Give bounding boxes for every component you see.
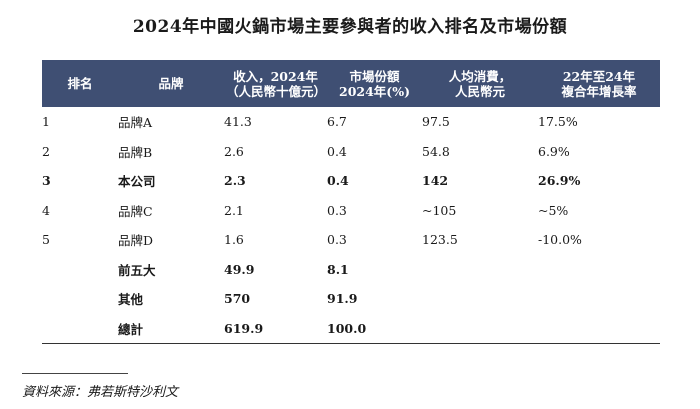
- cell-cagr: ~5%: [538, 202, 569, 218]
- cell-revenue: 2.6: [224, 143, 244, 159]
- table-row-company: 3 本公司 2.3 0.4 142 26.9%: [42, 166, 660, 196]
- header-rank: 排名: [42, 60, 118, 107]
- cell-share: 0.4: [327, 143, 347, 159]
- cell-revenue: 619.9: [224, 313, 327, 344]
- header-share-line1: 市場份額: [349, 68, 400, 84]
- cell-share: 8.1: [327, 261, 349, 277]
- table-row: 1 品牌A 41.3 6.7 97.5 17.5%: [42, 107, 660, 137]
- cell-cagr: [538, 313, 660, 344]
- header-cagr-line2: 複合年增長率: [561, 83, 637, 99]
- cell-brand: 品牌B: [118, 144, 153, 160]
- cell-share: 91.9: [327, 291, 358, 307]
- table-row-others: 其他 570 91.9: [42, 284, 660, 314]
- cell-revenue: 2.1: [224, 202, 244, 218]
- table-row-total: 總計 619.9 100.0: [42, 313, 660, 344]
- header-rank-label: 排名: [67, 76, 93, 91]
- cell-cagr: 6.9%: [538, 143, 570, 159]
- cell-share: 0.3: [327, 232, 347, 248]
- cell-spend: 142: [422, 173, 449, 189]
- cell-cagr: 17.5%: [538, 114, 578, 130]
- header-share-line2: 2024年(%): [339, 83, 410, 99]
- header-cagr-line1: 22年至24年: [562, 68, 636, 84]
- cell-revenue: 41.3: [224, 114, 252, 130]
- cell-share: 100.0: [327, 313, 422, 344]
- header-revenue-line2: （人民幣十億元）: [226, 83, 327, 99]
- table-row: 2 品牌B 2.6 0.4 54.8 6.9%: [42, 137, 660, 167]
- cell-brand: 本公司: [118, 174, 156, 190]
- cell-revenue: 49.9: [224, 261, 255, 277]
- header-brand: 品牌: [118, 60, 224, 107]
- cell-revenue: 1.6: [224, 232, 244, 248]
- cell-brand: 品牌A: [118, 115, 153, 131]
- header-spend-line2: 人民幣元: [454, 83, 505, 99]
- table-row: 5 品牌D 1.6 0.3 123.5 -10.0%: [42, 225, 660, 255]
- cell-rank: 5: [42, 232, 50, 248]
- header-share: 市場份額 2024年(%): [327, 60, 422, 107]
- cell-cagr: [538, 255, 660, 285]
- cell-spend: [422, 284, 538, 314]
- cell-spend: 54.8: [422, 143, 450, 159]
- cell-brand: 其他: [118, 292, 144, 308]
- cell-rank: 1: [42, 114, 50, 130]
- cell-spend: ~105: [422, 202, 457, 218]
- source-note: 資料來源：弗若斯特沙利文: [22, 385, 179, 400]
- cell-brand: 品牌C: [118, 203, 153, 219]
- cell-cagr: [538, 284, 660, 314]
- header-row: 排名 品牌 收入，2024年 （人民幣十億元） 市場份額 2024年(%) 人均…: [42, 60, 660, 107]
- table-header: 排名 品牌 收入，2024年 （人民幣十億元） 市場份額 2024年(%) 人均…: [42, 60, 660, 107]
- cell-brand: 總計: [118, 313, 224, 344]
- cell-revenue: 570: [224, 291, 251, 307]
- header-cagr: 22年至24年 複合年增長率: [538, 60, 660, 107]
- cell-rank: 3: [42, 173, 51, 189]
- cell-spend: 97.5: [422, 114, 450, 130]
- cell-share: 0.3: [327, 202, 347, 218]
- header-revenue-line1: 收入，2024年: [233, 68, 318, 84]
- cell-revenue: 2.3: [224, 173, 246, 189]
- header-spend-line1: 人均消費，: [448, 68, 512, 84]
- cell-share: 0.4: [327, 173, 349, 189]
- document-title: 2024年中國火鍋市場主要參與者的收入排名及市場份額: [132, 17, 568, 37]
- revenue-ranking-table: 排名 品牌 收入，2024年 （人民幣十億元） 市場份額 2024年(%) 人均…: [42, 60, 660, 344]
- header-revenue: 收入，2024年 （人民幣十億元）: [224, 60, 327, 107]
- table-body: 1 品牌A 41.3 6.7 97.5 17.5% 2 品牌B 2.6 0.4 …: [42, 107, 660, 344]
- cell-rank: [42, 255, 118, 285]
- cell-rank: 4: [42, 202, 50, 218]
- table-row-top5-subtotal: 前五大 49.9 8.1: [42, 255, 660, 285]
- source-divider: [22, 373, 128, 374]
- cell-rank: 2: [42, 143, 50, 159]
- cell-brand: 前五大: [118, 262, 156, 278]
- cell-cagr: 26.9%: [538, 173, 581, 189]
- cell-rank: [42, 313, 118, 344]
- table-row: 4 品牌C 2.1 0.3 ~105 ~5%: [42, 196, 660, 226]
- cell-brand: 品牌D: [118, 233, 154, 249]
- cell-spend: 123.5: [422, 232, 458, 248]
- header-spend: 人均消費， 人民幣元: [422, 60, 538, 107]
- cell-cagr: -10.0%: [538, 232, 582, 248]
- cell-share: 6.7: [327, 114, 347, 130]
- cell-rank: [42, 284, 118, 314]
- header-brand-label: 品牌: [158, 76, 184, 91]
- cell-spend: [422, 313, 538, 344]
- cell-spend: [422, 255, 538, 285]
